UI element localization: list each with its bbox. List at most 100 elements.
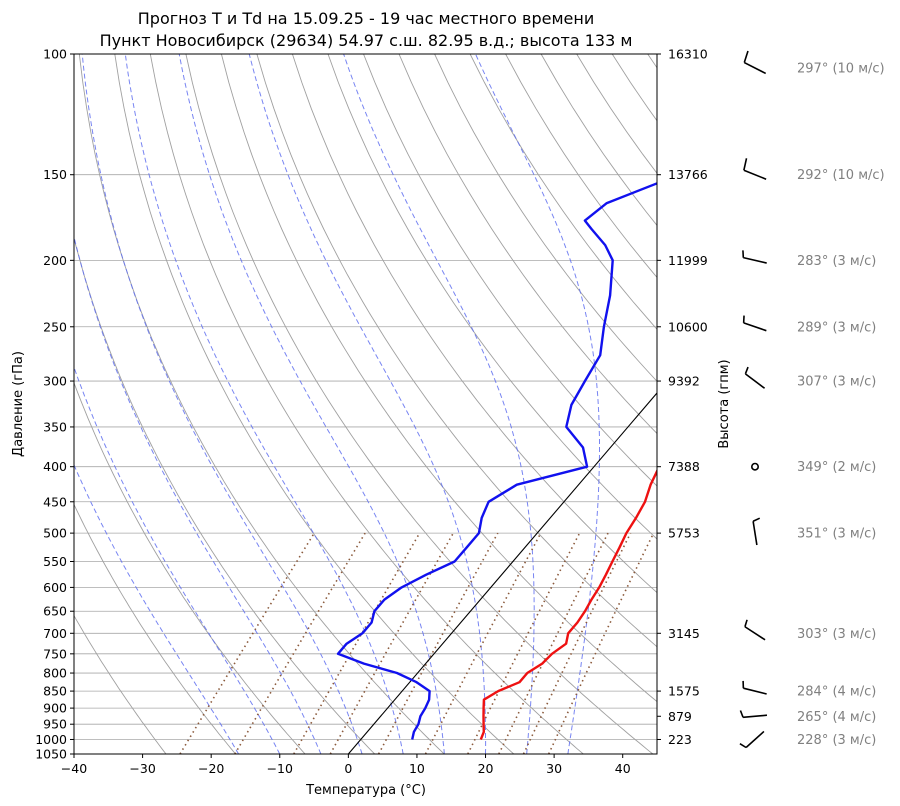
wind-barb-flag xyxy=(739,742,747,749)
x-tick-label: 40 xyxy=(615,761,631,776)
wind-barb-flag xyxy=(744,366,749,375)
dry-adiabat xyxy=(647,54,657,69)
wind-label: 351° (3 м/с) xyxy=(797,527,876,542)
wind-barb xyxy=(744,366,766,389)
wind-barb-staff xyxy=(743,61,767,75)
temperature-line xyxy=(479,468,657,740)
wind-barb-staff xyxy=(752,521,758,546)
wind-label: 289° (3 м/с) xyxy=(797,320,876,335)
wind-barb xyxy=(742,680,767,695)
chart-title: Прогноз T и Td на 15.09.25 - 19 час мест… xyxy=(138,9,594,28)
height-tick-label: 16310 xyxy=(668,47,708,62)
x-tick-label: −30 xyxy=(129,761,155,776)
zero-isotherm xyxy=(347,392,657,754)
wind-barb-flag xyxy=(743,50,749,63)
height-tick-label: 1575 xyxy=(668,684,700,699)
wind-barb-staff xyxy=(742,714,768,719)
dry-adiabat xyxy=(469,54,657,330)
height-tick-label: 7388 xyxy=(668,459,700,474)
wind-barb xyxy=(739,730,765,749)
wind-barb xyxy=(752,517,761,546)
y-axis-label: Давление (гПа) xyxy=(11,351,26,457)
y-tick-label: 700 xyxy=(43,626,67,641)
y-tick-label: 250 xyxy=(43,319,67,334)
wind-calm-circle xyxy=(750,462,759,471)
y-tick-label: 900 xyxy=(43,701,67,716)
wind-barb xyxy=(750,462,759,471)
moist-adiabat xyxy=(81,54,363,754)
height-axis-label: Высота (гпм) xyxy=(717,359,732,448)
wind-label: 284° (4 м/с) xyxy=(797,685,876,700)
mixing-ratio-line xyxy=(329,532,454,754)
y-tick-label: 400 xyxy=(43,459,67,474)
mixing-ratio-line xyxy=(377,532,499,754)
mixing-ratio-line xyxy=(498,532,609,754)
y-tick-label: 550 xyxy=(43,554,67,569)
wind-barb-staff xyxy=(743,322,767,332)
wind-label: 283° (3 м/с) xyxy=(797,254,876,269)
height-tick-label: 9392 xyxy=(668,374,700,389)
y-tick-label: 800 xyxy=(43,666,67,681)
moist-adiabat xyxy=(475,54,600,754)
wind-barb-flag xyxy=(752,517,761,522)
x-tick-label: −40 xyxy=(61,761,87,776)
y-tick-label: 350 xyxy=(43,419,67,434)
profile-lines xyxy=(336,182,657,740)
dry-adiabat xyxy=(114,54,515,754)
y-tick-label: 200 xyxy=(43,253,67,268)
dry-adiabat xyxy=(74,236,376,754)
dry-adiabat xyxy=(74,503,236,754)
wind-barb-staff xyxy=(743,169,767,180)
moist-adiabat xyxy=(74,365,281,754)
dry-adiabat xyxy=(363,54,657,487)
y-tick-label: 1000 xyxy=(35,732,67,747)
height-tick-label: 223 xyxy=(668,732,692,747)
wind-label: 265° (4 м/с) xyxy=(797,710,876,725)
height-tick-label: 3145 xyxy=(668,626,700,641)
dry-adiabat xyxy=(291,54,657,594)
wind-barb xyxy=(743,158,767,180)
wind-barb-flag xyxy=(744,619,748,627)
y-tick-label: 600 xyxy=(43,580,67,595)
wind-label: 303° (3 м/с) xyxy=(797,627,876,642)
dry-adiabat xyxy=(327,54,657,540)
wind-label: 297° (10 м/с) xyxy=(797,62,885,77)
x-axis-label: Температура (°C) xyxy=(305,783,426,798)
y-tick-label: 650 xyxy=(43,604,67,619)
x-tick-label: −20 xyxy=(198,761,224,776)
height-axis-ticks: 223 879 1575 3145 5753 7388 9392 10600 11999 1376… xyxy=(657,47,708,747)
moist-adiabat xyxy=(74,234,322,754)
dry-adiabat xyxy=(74,614,167,754)
wind-barb-staff xyxy=(745,730,765,749)
x-tick-label: 20 xyxy=(478,761,494,776)
dry-adiabat xyxy=(256,54,657,648)
isotherm-zero-line xyxy=(347,392,657,754)
dry-adiabat xyxy=(149,54,584,754)
dry-adiabat xyxy=(576,54,657,174)
dry-adiabat xyxy=(505,54,657,279)
dry-adiabat xyxy=(754,54,900,754)
height-tick-label: 13766 xyxy=(668,167,708,182)
mixing-ratio-line xyxy=(179,532,315,754)
wind-barb xyxy=(742,315,767,332)
mixing-ratio-line xyxy=(234,532,366,754)
height-tick-label: 879 xyxy=(668,709,692,724)
isobar-grid xyxy=(74,54,657,754)
mixing-ratio-line xyxy=(467,532,581,754)
moist-adiabats xyxy=(74,54,600,754)
wind-barb xyxy=(743,50,767,75)
dry-adiabat xyxy=(434,54,657,382)
x-tick-label: 10 xyxy=(409,761,425,776)
wind-barb-flag xyxy=(743,158,748,171)
wind-label: 349° (2 м/с) xyxy=(797,460,876,475)
moist-adiabat xyxy=(124,54,404,754)
dry-adiabat xyxy=(220,54,657,703)
mixing-ratio-lines xyxy=(179,532,655,754)
wind-barb xyxy=(744,619,766,641)
x-tick-label: −10 xyxy=(267,761,293,776)
dry-adiabat xyxy=(683,54,900,754)
dewpoint-line xyxy=(336,182,657,740)
dry-adiabat xyxy=(78,54,445,754)
